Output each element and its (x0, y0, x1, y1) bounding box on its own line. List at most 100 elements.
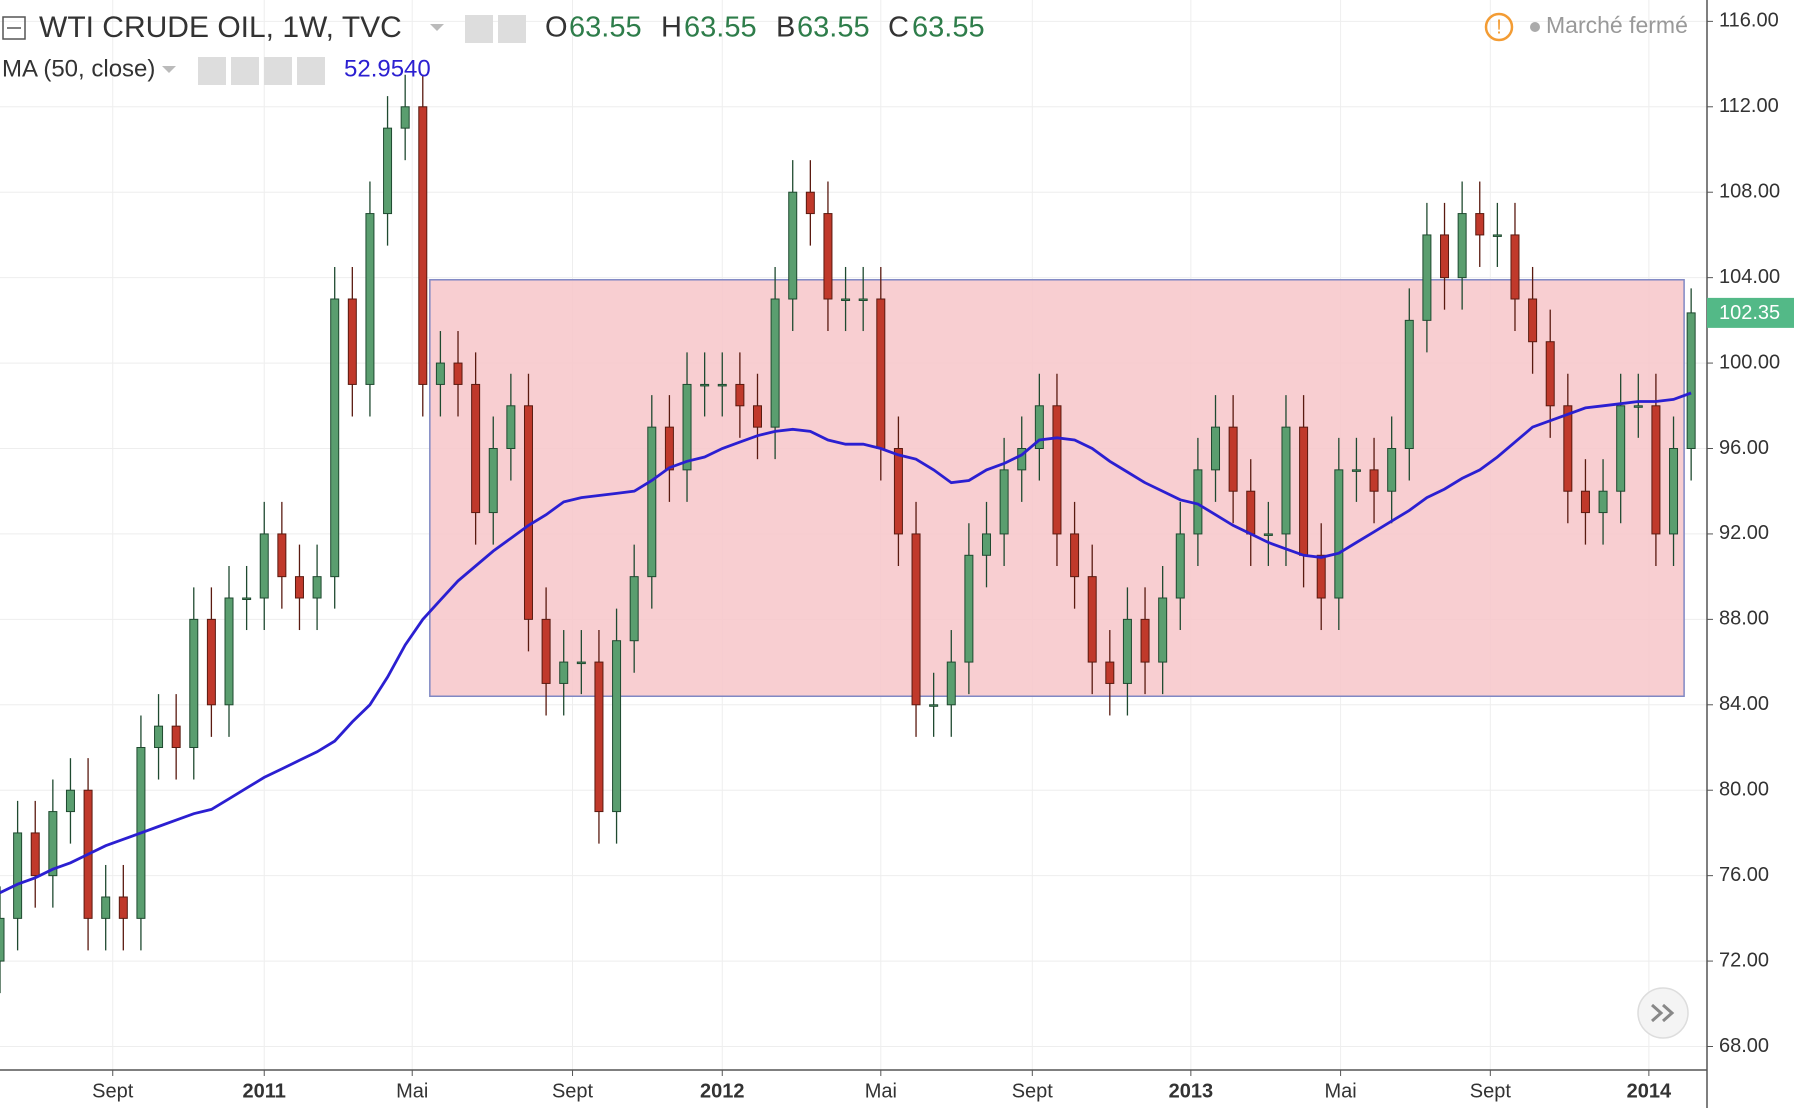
candle-body (612, 640, 622, 813)
x-tick-label: Sept (92, 1080, 134, 1102)
candle-body (1528, 298, 1538, 343)
visibility-button[interactable] (198, 57, 226, 85)
y-tick-label: 104.00 (1719, 266, 1780, 288)
candle-body (400, 106, 410, 129)
candle-body (1422, 234, 1432, 321)
moving-average-line (0, 391, 1692, 894)
candle-body (1070, 533, 1080, 578)
candle-body (30, 832, 40, 877)
remove-button[interactable] (297, 57, 325, 85)
x-tick-label: Sept (1470, 1080, 1512, 1102)
visibility-button[interactable] (465, 15, 493, 43)
candle-body (189, 618, 199, 749)
y-tick-label: 88.00 (1719, 608, 1769, 630)
y-tick-label: 92.00 (1719, 522, 1769, 544)
candle-body (1475, 213, 1485, 236)
legend-label: H (661, 12, 682, 44)
plot-area (0, 0, 1707, 1070)
candle-body (224, 597, 234, 706)
candle-body (911, 533, 921, 706)
candle-body (418, 106, 428, 385)
candle-body (1510, 234, 1520, 300)
y-tick-label: 112.00 (1719, 95, 1779, 117)
last-price-box (1707, 297, 1794, 328)
candle-body (735, 383, 745, 407)
candle-body (700, 383, 710, 387)
candle-body (154, 725, 164, 749)
candle-body (1440, 234, 1450, 279)
market-status: Marché fermé (1546, 12, 1688, 38)
candle-body (805, 191, 815, 215)
candle-body (1616, 405, 1626, 492)
candle-body (435, 362, 445, 385)
candle-body (717, 383, 727, 387)
x-tick-label: Mai (396, 1080, 428, 1102)
x-tick-label: Mai (1324, 1080, 1356, 1102)
dropdown-arrow[interactable] (162, 66, 176, 73)
candle-body (1087, 576, 1097, 663)
y-tick-label: 116.00 (1719, 10, 1779, 32)
candle-body (383, 127, 393, 215)
candle-body (1281, 426, 1291, 535)
ma-legend-value: 52.9540 (344, 55, 431, 82)
candle-body (1052, 405, 1062, 535)
y-tick-label: 72.00 (1719, 949, 1769, 971)
x-tick-label: 2014 (1627, 1080, 1672, 1102)
candle-body (629, 576, 639, 642)
ma-legend-name: MA (50, close) (2, 55, 155, 82)
candle-body (1175, 533, 1185, 599)
candle-body (294, 576, 304, 599)
settings-button[interactable] (498, 15, 526, 43)
candle-body (1545, 341, 1555, 407)
y-tick-label: 96.00 (1719, 437, 1769, 459)
legend-value: 63.55 (569, 12, 642, 44)
y-tick-label: 68.00 (1719, 1035, 1769, 1057)
candle-body (1263, 533, 1273, 536)
candle-body (682, 383, 692, 471)
collapse-icon[interactable] (2, 16, 26, 40)
legend-label: O (545, 12, 568, 44)
candle-body (453, 362, 463, 385)
legend-label: B (776, 12, 795, 44)
candle-body (876, 298, 886, 450)
last-price-label: 102.35 (1719, 302, 1780, 324)
dropdown-arrow[interactable] (430, 24, 444, 31)
x-tick-label: Mai (865, 1080, 897, 1102)
warning-mark: ! (1496, 16, 1502, 38)
add-button[interactable] (264, 57, 292, 85)
x-tick-label: 2011 (243, 1080, 286, 1102)
candle-body (752, 405, 762, 428)
candle-body (347, 298, 357, 385)
candle-body (1228, 426, 1238, 492)
candle-body (171, 725, 181, 749)
x-tick-label: Sept (552, 1080, 594, 1102)
candle-body (0, 917, 5, 962)
candle-body (1158, 597, 1168, 663)
candle-body (964, 554, 974, 663)
warning-icon[interactable] (1484, 12, 1514, 42)
candle-body (594, 661, 604, 813)
candle-body (523, 405, 533, 620)
candle-body (506, 405, 516, 450)
candle-body (1651, 405, 1661, 535)
candle-body (1122, 618, 1132, 684)
candle-body (1633, 405, 1643, 408)
candle-body (259, 533, 269, 599)
candle-body (1034, 405, 1044, 450)
candle-body (471, 383, 481, 514)
y-tick-label: 100.00 (1719, 351, 1780, 373)
y-tick-label: 76.00 (1719, 864, 1769, 886)
settings-button[interactable] (231, 57, 259, 85)
legend-value: 63.55 (684, 12, 757, 44)
candle-body (1686, 312, 1696, 450)
candle-body (1457, 213, 1467, 279)
candle-body (101, 896, 111, 919)
candle-body (788, 191, 798, 300)
x-tick-label: 2013 (1169, 1080, 1214, 1102)
candle-body (312, 576, 322, 599)
y-tick-label: 80.00 (1719, 779, 1769, 801)
candle-body (488, 448, 498, 514)
candle-body (929, 704, 939, 707)
